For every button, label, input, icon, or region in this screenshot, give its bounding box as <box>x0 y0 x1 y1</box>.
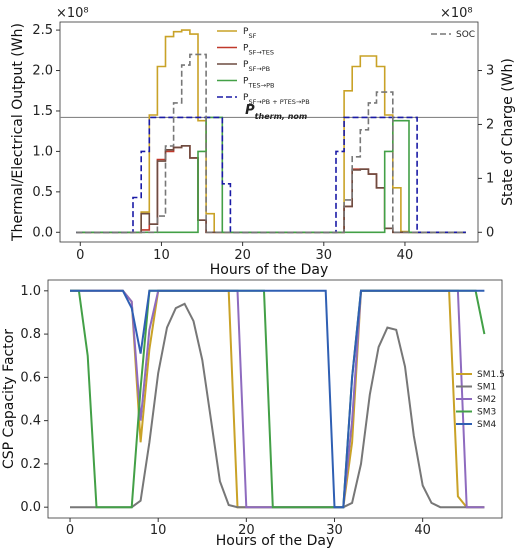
top-panel: 0 10 20 30 40 0.0 0.5 1.0 1.5 2.0 2.5 0 1 2 3 ×10⁸ ×10⁸ H… <box>10 6 516 278</box>
plot-frame <box>47 279 503 519</box>
x-tick-label: 10 <box>150 523 167 538</box>
y-tick-label: 0.4 <box>20 414 41 429</box>
x-tick-label: 20 <box>234 248 251 263</box>
y-multiplier-right: ×10⁸ <box>440 6 473 21</box>
y-tick-label: 2.0 <box>32 64 53 79</box>
legend-label: SOC <box>456 30 475 40</box>
y-tick-label: 0.8 <box>20 327 41 342</box>
y-tick-label: 1.0 <box>20 284 41 299</box>
legend-label: SM3 <box>477 408 496 418</box>
plot-frame <box>59 21 479 243</box>
y-tick-label: 1.5 <box>32 104 53 119</box>
series-line-5 <box>76 53 466 234</box>
y-tick-label: 0.0 <box>32 225 53 240</box>
x-tick-label: 0 <box>76 248 84 263</box>
reference-annotation: Ptherm, nom <box>245 103 307 121</box>
x-tick-label: 0 <box>66 523 74 538</box>
legend-label: PTES→PB <box>243 77 274 90</box>
x-tick-label: 40 <box>397 248 414 263</box>
legend-label: SM1.5 <box>477 370 505 380</box>
y-multiplier-left: ×10⁸ <box>56 6 89 21</box>
y-axis-label: CSP Capacity Factor <box>1 329 17 469</box>
y-tick-label: 0.6 <box>20 370 41 385</box>
y-tick-label: 2.5 <box>32 23 53 38</box>
y-right-tick-label: 0 <box>486 225 494 240</box>
bottom-panel: 0 10 20 30 40 0.0 0.2 0.4 0.6 0.8 1.0 Hours of the … <box>1 279 505 549</box>
y-right-axis-label: State of Charge (Wh) <box>500 58 516 206</box>
y-axis-label: Thermal/Electrical Output (Wh) <box>10 23 26 242</box>
legend-label: SM2 <box>477 395 496 405</box>
legend-label: PSF→PB <box>243 60 270 73</box>
x-axis-label: Hours of the Day <box>216 533 334 549</box>
y-tick-label: 0.0 <box>20 500 41 515</box>
x-tick-label: 20 <box>238 523 255 538</box>
y-tick-label: 0.2 <box>20 457 41 472</box>
legend-label: PSF→TES <box>243 44 274 57</box>
legend-label: SM1 <box>477 383 496 393</box>
x-tick-label: 30 <box>316 248 333 263</box>
legend-label: SM4 <box>477 420 496 430</box>
x-axis-label: Hours of the Day <box>210 262 328 278</box>
x-tick-label: 30 <box>326 523 343 538</box>
y-right-tick-label: 1 <box>486 171 494 186</box>
x-tick-label: 10 <box>153 248 170 263</box>
y-right-tick-label: 3 <box>486 64 494 79</box>
legend-label: PSF <box>243 27 257 40</box>
y-right-tick-label: 2 <box>486 117 494 132</box>
legend-label: PSF→PB + PTES→PB <box>243 93 310 106</box>
x-tick-label: 40 <box>414 523 431 538</box>
series-line-4 <box>70 289 485 509</box>
y-tick-label: 0.5 <box>32 185 53 200</box>
y-tick-label: 1.0 <box>32 144 53 159</box>
